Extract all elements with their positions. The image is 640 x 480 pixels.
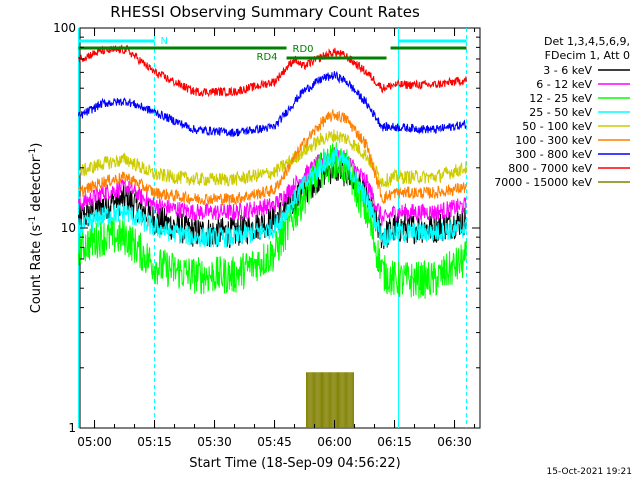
x-axis-label: Start Time (18-Sep-09 04:56:22)	[189, 456, 400, 471]
series-layer	[78, 44, 467, 428]
legend-label-8: 7000 - 15000 keV	[494, 176, 592, 189]
legend: Det 1,3,4,5,6,9, FDecim 1, Att 0 3 - 6 k…	[494, 35, 630, 189]
footer-date: 15-Oct-2021 19:21	[547, 467, 632, 477]
legend-label-5: 100 - 300 keV	[515, 134, 592, 147]
series-line-1	[78, 147, 467, 226]
series-line-5	[78, 109, 467, 206]
y-tick-label-10: 10	[61, 221, 76, 235]
legend-label-7: 800 - 7000 keV	[508, 162, 592, 175]
series-7000-15000-kev	[306, 372, 354, 428]
series-line-2	[78, 142, 467, 299]
legend-label-4: 50 - 100 keV	[522, 120, 592, 133]
annotation-layer: N RD4 RD0	[78, 36, 467, 63]
flag-label-0: N	[161, 36, 168, 47]
legend-label-0: 3 - 6 keV	[543, 64, 592, 77]
legend-label-3: 25 - 50 keV	[529, 106, 592, 119]
x-tick-label-0: 05:00	[77, 435, 112, 449]
x-tick-label-5: 06:15	[377, 435, 412, 449]
series-line-3	[78, 147, 467, 248]
y-axis-label-prefix: Count Rate (s	[29, 225, 44, 314]
y-axis-label-sup1: -1	[28, 216, 38, 225]
legend-label-1: 6 - 12 keV	[536, 78, 592, 91]
legend-header-line-1: Det 1,3,4,5,6,9,	[544, 35, 630, 48]
y-tick-label-100: 100	[53, 21, 76, 35]
x-tick-label-1: 05:15	[137, 435, 172, 449]
x-tick-label-3: 05:45	[257, 435, 292, 449]
x-axis: 05:00 05:15 05:30 05:45 06:00 06:15 06:30	[77, 28, 476, 449]
series-line-6	[78, 70, 467, 138]
attenuator-label-rd4: RD4	[257, 52, 278, 63]
attenuator-label-rd0: RD0	[293, 44, 314, 55]
series-line-4	[78, 129, 467, 189]
x-tick-label-4: 06:00	[317, 435, 352, 449]
y-axis-label-sup2: -1	[28, 148, 38, 157]
y-axis-label-mid: detector	[29, 156, 44, 216]
legend-header-line-2: FDecim 1, Att 0	[545, 49, 630, 62]
x-tick-label-2: 05:30	[197, 435, 232, 449]
y-tick-label-1: 1	[68, 421, 76, 435]
x-tick-label-6: 06:30	[437, 435, 472, 449]
legend-label-2: 12 - 25 keV	[529, 92, 592, 105]
legend-label-6: 300 - 800 keV	[515, 148, 592, 161]
y-axis-label: Count Rate (s-1 detector-1)	[28, 143, 44, 314]
series-line-7	[78, 44, 467, 98]
chart-title: RHESSI Observing Summary Count Rates	[110, 3, 420, 21]
y-axis-label-suffix: )	[29, 143, 44, 148]
y-axis: 1 10 100	[53, 21, 480, 435]
